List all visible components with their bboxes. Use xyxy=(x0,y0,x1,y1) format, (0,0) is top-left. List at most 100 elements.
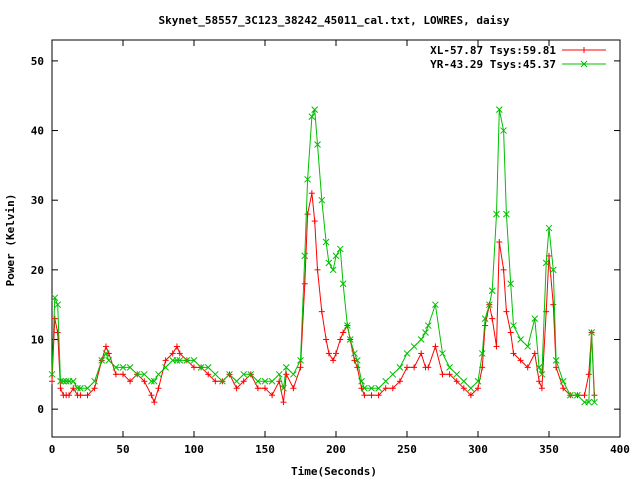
data-point xyxy=(318,196,326,204)
data-point xyxy=(204,363,212,371)
data-point xyxy=(84,392,91,399)
data-point xyxy=(354,364,361,371)
data-point xyxy=(368,384,375,392)
data-point xyxy=(308,190,315,197)
data-point xyxy=(261,377,269,385)
y-tick-label: 0 xyxy=(37,403,44,416)
x-axis-label: Time(Seconds) xyxy=(291,465,377,478)
data-point xyxy=(140,370,148,378)
data-point xyxy=(269,392,276,399)
data-point xyxy=(560,385,567,392)
chart-title: Skynet_58557_3C123_38242_45011_cal.txt, … xyxy=(159,14,510,27)
data-point xyxy=(549,266,557,274)
data-point xyxy=(411,364,418,371)
data-point xyxy=(410,343,418,350)
data-point xyxy=(517,336,524,343)
data-point xyxy=(212,378,219,385)
data-point xyxy=(176,350,183,357)
data-point xyxy=(382,385,389,392)
data-point xyxy=(84,384,91,392)
data-point xyxy=(344,322,351,329)
data-point xyxy=(581,392,588,399)
x-tick-label: 100 xyxy=(184,443,204,456)
data-point xyxy=(422,329,429,336)
data-point xyxy=(478,350,486,357)
y-tick-label: 10 xyxy=(31,333,44,346)
data-point xyxy=(282,363,290,371)
data-point xyxy=(418,350,425,357)
data-point xyxy=(439,350,446,357)
data-point xyxy=(493,210,500,218)
data-point xyxy=(254,385,261,392)
data-point xyxy=(474,377,482,385)
data-point xyxy=(60,377,67,385)
data-point xyxy=(396,378,403,385)
data-point xyxy=(91,377,98,385)
data-point xyxy=(304,211,311,218)
data-point xyxy=(69,377,77,385)
data-point xyxy=(524,364,531,371)
y-axis-label: Power (Kelvin) xyxy=(4,194,17,287)
data-point xyxy=(133,370,141,378)
data-point xyxy=(77,384,84,392)
data-point xyxy=(559,377,567,385)
data-point xyxy=(150,377,158,385)
data-point xyxy=(425,364,432,371)
data-point xyxy=(346,336,354,343)
data-point xyxy=(446,371,453,378)
data-point xyxy=(226,370,233,378)
data-point xyxy=(432,301,439,309)
data-point xyxy=(48,370,56,378)
data-point xyxy=(297,357,304,364)
data-point xyxy=(205,371,212,378)
x-tick-label: 200 xyxy=(326,443,346,456)
data-point xyxy=(396,363,404,371)
data-point xyxy=(325,259,333,267)
data-point xyxy=(510,322,517,329)
data-point xyxy=(74,384,81,392)
data-point xyxy=(240,370,248,378)
data-point xyxy=(389,370,397,378)
data-point xyxy=(351,350,358,357)
data-point xyxy=(322,238,330,246)
data-point xyxy=(375,384,382,392)
data-point xyxy=(389,385,396,392)
data-point xyxy=(102,343,109,350)
data-point xyxy=(489,315,496,322)
data-point xyxy=(57,377,64,385)
data-point xyxy=(536,378,543,385)
data-point xyxy=(155,370,162,378)
data-point xyxy=(262,385,268,392)
data-point xyxy=(332,252,340,260)
data-point xyxy=(308,113,316,120)
data-point xyxy=(176,357,184,364)
y-tick-label: 50 xyxy=(31,55,44,68)
data-point xyxy=(247,370,255,378)
data-point xyxy=(49,378,55,385)
data-point xyxy=(91,385,98,392)
plot-series xyxy=(48,106,598,406)
data-point xyxy=(318,308,325,315)
data-point xyxy=(566,391,574,399)
data-point xyxy=(585,398,593,406)
legend-label: XL-57.87 Tsys:59.81 xyxy=(430,44,556,57)
data-point xyxy=(535,363,543,371)
data-point xyxy=(488,287,496,295)
data-point xyxy=(538,385,545,392)
data-point xyxy=(301,280,308,287)
data-point xyxy=(510,350,517,357)
data-point xyxy=(126,363,134,371)
legend-label: YR-43.29 Tsys:45.37 xyxy=(430,58,556,71)
data-point xyxy=(503,210,510,218)
data-point xyxy=(507,280,515,288)
data-point xyxy=(353,357,361,364)
data-point xyxy=(151,399,158,406)
data-point xyxy=(268,377,276,385)
data-point xyxy=(311,106,319,114)
data-point xyxy=(517,357,524,364)
data-point xyxy=(169,350,176,357)
x-tick-label: 400 xyxy=(610,443,630,456)
data-point xyxy=(162,357,169,364)
